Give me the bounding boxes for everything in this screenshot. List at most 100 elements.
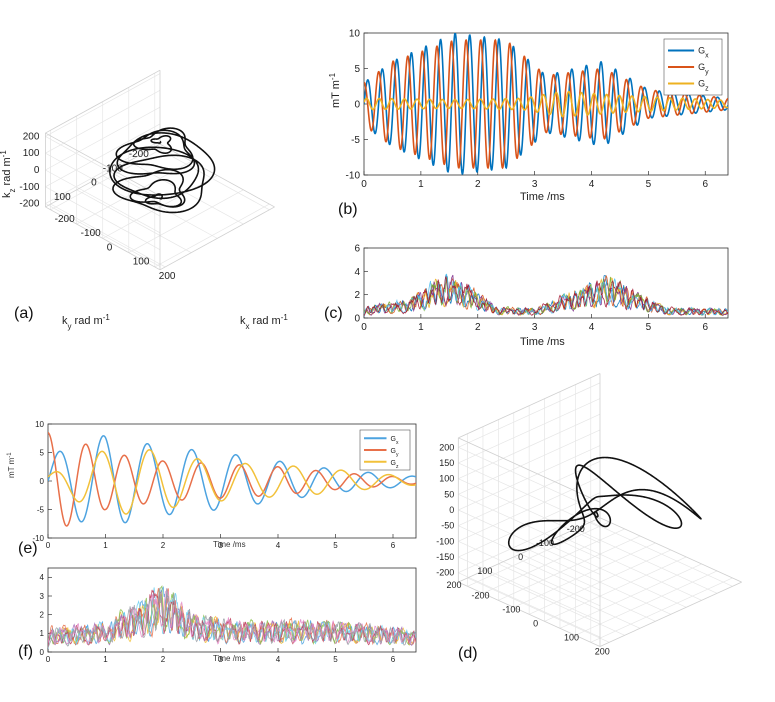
x-tick-label: 0	[533, 618, 538, 628]
panel-e-gradient-waveforms: 0 1 2 3 4 5 6 10 5 0 -5 -10 Gx Gy Gz	[32, 420, 417, 550]
plot-series-group	[48, 585, 416, 650]
box-edge	[45, 69, 161, 134]
plot-series-group	[364, 273, 728, 317]
y-tick-label: 0	[354, 314, 360, 325]
grid-line	[458, 494, 601, 560]
panel-d-3d-kspace: 200 150 100 50 0 -50 -100 -150 -200 200 100 0 -100 -2…	[436, 373, 742, 656]
x-tick-label: 4	[589, 322, 595, 333]
y-tick-label: 5	[354, 64, 360, 75]
box-edge	[159, 143, 275, 208]
z-tick-label: -200	[19, 199, 39, 210]
y-tick-label: 10	[35, 420, 44, 429]
grid-line	[458, 429, 601, 495]
kspace-trajectory	[109, 127, 216, 214]
y-tick-label: 6	[354, 244, 360, 255]
x-tick-label: 1	[103, 541, 108, 550]
y-tick-label: 2	[354, 290, 360, 301]
x-tick-label: 2	[475, 322, 481, 333]
grid-line	[154, 203, 270, 268]
y-tick-label: 1	[40, 629, 45, 638]
x-tick-label: 4	[276, 541, 281, 550]
x-tick-label: 5	[646, 179, 652, 190]
x-tick-label: 0	[46, 541, 51, 550]
z-tick-label: -150	[436, 552, 454, 562]
x-tick-label: 3	[532, 179, 538, 190]
panel-c-slew-rates: 0 1 2 3 4 5 6 6 4 2 0	[354, 244, 729, 333]
grid-line	[458, 446, 601, 512]
plot-frame	[47, 567, 417, 653]
y-tick-label: -5	[37, 505, 45, 514]
legend-entry: Gy	[698, 62, 709, 76]
y-tick-label: 100	[477, 566, 492, 576]
grid-line	[128, 189, 244, 253]
y-tick-label: 0	[40, 477, 45, 486]
z-tick-label: 0	[449, 505, 454, 515]
grid-line	[590, 577, 733, 643]
y-tick-label: 100	[54, 192, 71, 203]
y-tick-label: 200	[447, 580, 462, 590]
panel-label-f: (f)	[18, 643, 33, 660]
x-tick-label: 6	[391, 541, 396, 550]
x-tick-label: 5	[646, 322, 652, 333]
x-tick-label: -100	[81, 228, 101, 239]
box-edge	[458, 581, 601, 647]
x-tick-label: 100	[564, 632, 579, 642]
z-tick-label: 100	[23, 148, 40, 159]
x-tick-label: 4	[589, 179, 595, 190]
box-edge	[45, 132, 161, 197]
x-tick-label: 1	[418, 179, 424, 190]
grid-line	[513, 556, 656, 622]
x-tick-label: 0	[361, 322, 367, 333]
series-line-5	[364, 273, 728, 316]
grid-line	[458, 413, 601, 479]
y-tick-label: -200	[129, 149, 149, 160]
grid-line	[45, 169, 161, 234]
x-tick-label: 200	[595, 646, 610, 656]
x-tick-label: 6	[391, 655, 396, 664]
x-tick-label: 3	[532, 322, 538, 333]
grid-line	[458, 398, 601, 464]
box-edge	[458, 517, 601, 583]
y-tick-label: 4	[40, 573, 45, 582]
grid-line	[482, 570, 625, 636]
panel-a-ylabel: ky rad m-1	[62, 313, 110, 331]
panel-label-d: (d)	[458, 645, 478, 662]
series-line-6	[364, 276, 728, 316]
x-tick-label: -200	[472, 590, 490, 600]
x-tick-label: 2	[161, 541, 166, 550]
x-tick-label: 2	[475, 179, 481, 190]
grid-line	[458, 462, 601, 528]
panel-c-xlabel: Time /ms	[520, 336, 565, 348]
z-tick-label: -200	[436, 568, 454, 578]
grid-line	[50, 203, 166, 268]
x-tick-label: 3	[218, 655, 223, 664]
box-edge	[599, 517, 742, 583]
x-tick-label: 0	[107, 242, 113, 253]
panel-label-b: (b)	[338, 201, 358, 218]
grid-line	[559, 563, 702, 629]
grid-line	[76, 189, 192, 253]
legend-entry: Gz	[698, 78, 709, 92]
panel-a-3d-kspace: 200 100 0 -100 -200 100 0 -100 -200 -200 -100 0 100 2…	[19, 69, 275, 282]
z-tick-label: -100	[19, 182, 39, 193]
panel-f-slew-rates: 0 1 2 3 4 5 6 4 3 2 1 0	[40, 567, 417, 664]
series-line-7	[48, 588, 416, 645]
series-line-G_z	[364, 90, 728, 118]
legend-entry: Gz	[391, 460, 399, 470]
y-tick-label: -5	[351, 135, 360, 146]
x-tick-label: 0	[361, 179, 367, 190]
y-tick-label: -200	[567, 524, 585, 534]
legend-entry: Gx	[698, 46, 709, 60]
panel-a-xlabel: kx rad m-1	[240, 313, 288, 331]
x-tick-label: 2	[161, 655, 166, 664]
plot-series-group	[364, 33, 728, 175]
x-tick-label: -100	[502, 604, 520, 614]
y-tick-label: 4	[354, 267, 360, 278]
box-edge	[45, 206, 161, 271]
z-tick-label: 0	[34, 165, 40, 176]
panel-a-zlabel: kz rad m-1	[0, 150, 17, 198]
panel-e-ylabel: mT m-1	[7, 452, 16, 478]
x-tick-label: 100	[133, 257, 150, 268]
y-tick-label: -100	[536, 538, 554, 548]
